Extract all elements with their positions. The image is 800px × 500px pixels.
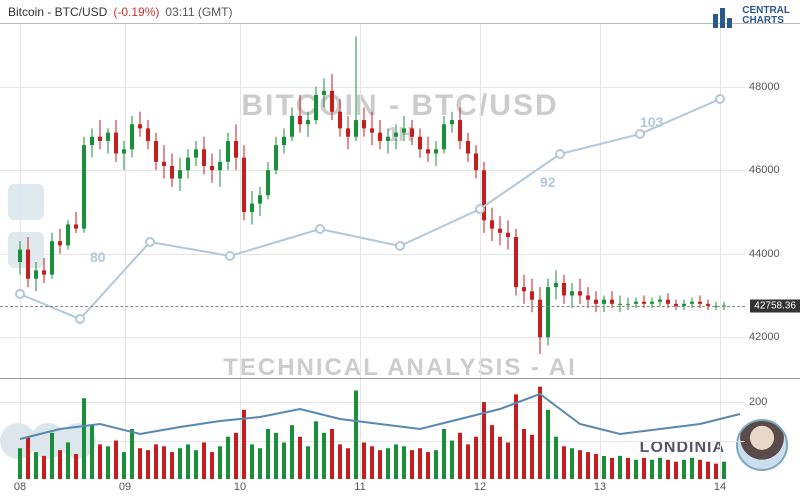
current-price-tag: 42758.36 — [750, 299, 800, 312]
chart-header: Bitcoin - BTC/USD (-0.19%) 03:11 (GMT) — [0, 0, 800, 24]
time-axis: 08091011121314 — [0, 479, 800, 499]
price-y-axis: 42000440004600048000 — [745, 24, 800, 378]
instrument-name: Bitcoin - BTC/USD — [8, 5, 107, 19]
logo-text: CENTRALCHARTS — [742, 6, 790, 26]
logo-icon — [713, 4, 737, 28]
timestamp: 03:11 (GMT) — [165, 5, 232, 19]
price-chart[interactable]: BITCOIN - BTC/USD 1H TECHNICAL ANALYSIS … — [0, 24, 800, 379]
brand-logo[interactable]: CENTRALCHARTS — [713, 4, 790, 28]
volume-chart[interactable]: 100200 LONDINIA — [0, 379, 800, 479]
price-change: (-0.19%) — [113, 5, 159, 19]
